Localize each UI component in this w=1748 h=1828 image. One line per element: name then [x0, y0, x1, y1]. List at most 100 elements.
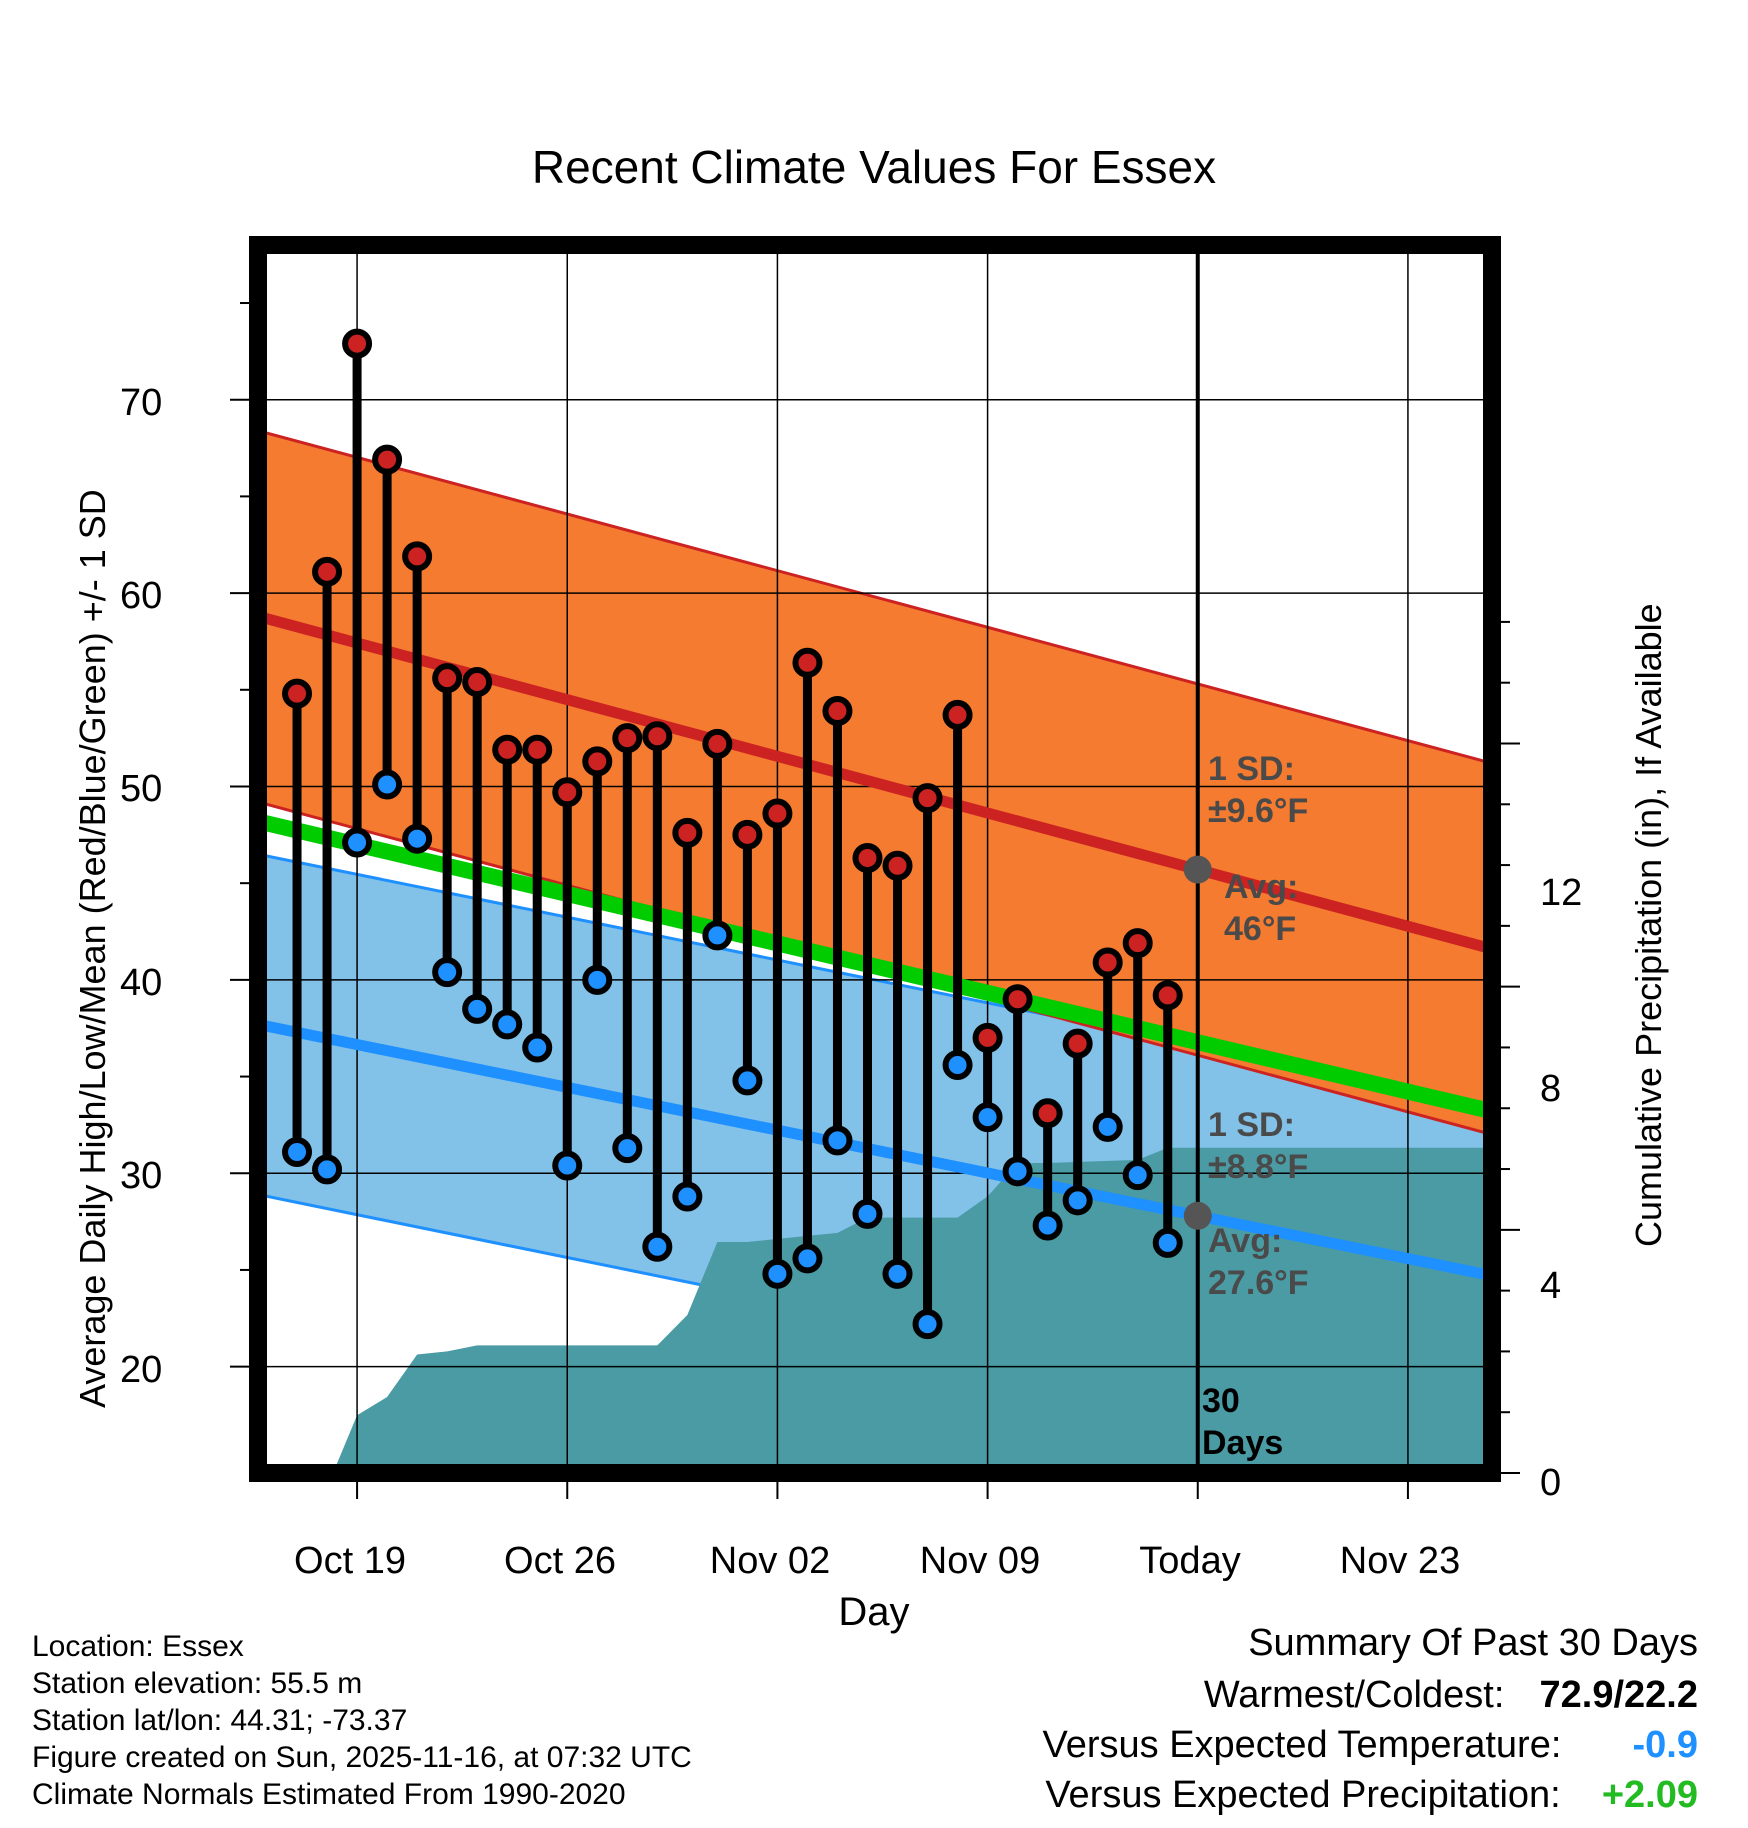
- observed-high-point: [282, 678, 313, 709]
- observed-high-point: [942, 699, 973, 730]
- days-annotation: 30 Days: [1202, 1380, 1283, 1464]
- today-high-avg-marker: [1183, 855, 1212, 884]
- observed-high-point: [432, 663, 463, 694]
- observed-high-point: [972, 1022, 1003, 1053]
- y2-tick-4: 4: [1540, 1265, 1562, 1307]
- summary-precip: Versus Expected Precipitation: +2.09: [1045, 1774, 1698, 1817]
- observed-high-point: [552, 777, 583, 808]
- observed-low-point: [732, 1065, 763, 1096]
- chart-title: Recent Climate Values For Essex: [531, 141, 1217, 193]
- observed-high-point: [822, 696, 853, 727]
- x-tick-nov23: Nov 23: [1339, 1540, 1461, 1582]
- observed-high-point: [1122, 928, 1153, 959]
- today-low-avg-marker: [1183, 1201, 1212, 1230]
- high-sd-line1: 1 SD:: [1208, 750, 1295, 788]
- footer-info: Location: Essex Station elevation: 55.5 …: [32, 1628, 692, 1813]
- y-tick-60: 60: [120, 575, 163, 617]
- y-axis-left-label: Average Daily High/Low/Mean (Red/Blue/Gr…: [72, 489, 113, 1408]
- observed-high-point: [1002, 984, 1033, 1015]
- observed-low-point: [522, 1032, 553, 1063]
- observed-low-point: [492, 1009, 523, 1040]
- x-axis-label: Day: [838, 1590, 910, 1634]
- observed-low-point: [852, 1198, 883, 1229]
- footer-location: Location: Essex: [32, 1630, 244, 1663]
- summary-heading: Summary Of Past 30 Days: [1248, 1622, 1698, 1664]
- x-tick-oct19: Oct 19: [294, 1540, 406, 1582]
- low-avg-line2: 27.6°F: [1208, 1264, 1309, 1302]
- low-sd-line1: 1 SD:: [1208, 1106, 1295, 1144]
- observed-high-point: [1032, 1098, 1063, 1129]
- observed-high-point: [672, 817, 703, 848]
- observed-high-point: [702, 728, 733, 759]
- observed-high-point: [372, 444, 403, 475]
- observed-low-point: [342, 827, 373, 858]
- x-tick-today: Today: [1139, 1540, 1241, 1582]
- footer-created: Figure created on Sun, 2025-11-16, at 07…: [32, 1741, 692, 1774]
- plot-frame: [249, 236, 1501, 1482]
- observed-high-point: [882, 850, 913, 881]
- y-axis-right-label: Cumulative Precipitation (in), If Availa…: [1628, 603, 1669, 1247]
- y-tick-30: 30: [120, 1155, 163, 1197]
- y2-tick-8: 8: [1540, 1068, 1562, 1110]
- y2-tick-12: 12: [1540, 872, 1583, 914]
- summary-precip-label: Versus Expected Precipitation:: [1045, 1774, 1561, 1816]
- observed-low-point: [942, 1049, 973, 1080]
- observed-high-point: [762, 798, 793, 829]
- observed-low-point: [1062, 1185, 1093, 1216]
- low-avg-line1: Avg:: [1208, 1222, 1283, 1260]
- observed-low-point: [372, 769, 403, 800]
- observed-low-point: [762, 1258, 793, 1289]
- observed-high-point: [852, 843, 883, 874]
- observed-low-point: [642, 1231, 673, 1262]
- y-tick-50: 50: [120, 768, 163, 810]
- summary-temp-value: -0.9: [1632, 1724, 1698, 1766]
- observed-high-point: [522, 734, 553, 765]
- summary-warmest-coldest-label: Warmest/Coldest:: [1203, 1674, 1505, 1716]
- normal-mean-line: [258, 813, 1492, 1120]
- observed-low-point: [402, 823, 433, 854]
- normal-high-band-upper-edge: [258, 429, 1492, 765]
- x-tick-nov02: Nov 02: [709, 1540, 831, 1582]
- observed-low-point: [582, 964, 613, 995]
- high-sd-line2: ±9.6°F: [1208, 792, 1309, 830]
- observed-low-point: [462, 993, 493, 1024]
- summary-temp: Versus Expected Temperature: -0.9: [1042, 1724, 1698, 1767]
- summary-precip-value: +2.09: [1601, 1774, 1698, 1816]
- x-tick-nov09: Nov 09: [919, 1540, 1041, 1582]
- summary-temp-label: Versus Expected Temperature:: [1042, 1724, 1562, 1766]
- footer-normals: Climate Normals Estimated From 1990-2020: [32, 1778, 626, 1811]
- summary-warmest-coldest: Warmest/Coldest: 72.9/22.2: [1204, 1674, 1698, 1717]
- observed-low-point: [552, 1150, 583, 1181]
- x-tick-oct26: Oct 26: [504, 1540, 616, 1582]
- observed-high-point: [402, 541, 433, 572]
- observed-high-point: [492, 734, 523, 765]
- observed-low-point: [792, 1243, 823, 1274]
- observed-low-point: [1002, 1156, 1033, 1187]
- y2-tick-0: 0: [1540, 1462, 1562, 1504]
- observed-low-point: [282, 1136, 313, 1167]
- footer-latlon: Station lat/lon: 44.31; -73.37: [32, 1704, 408, 1737]
- observed-high-point: [642, 721, 673, 752]
- observed-low-point: [912, 1309, 943, 1340]
- observed-low-point: [1152, 1227, 1183, 1258]
- high-avg-annotation: Avg: 46°F: [1224, 866, 1298, 950]
- days-line2: Days: [1202, 1424, 1284, 1462]
- observed-high-point: [912, 783, 943, 814]
- normal-high-line: [258, 610, 1492, 955]
- observed-low-point: [1092, 1111, 1123, 1142]
- y-tick-70: 70: [120, 382, 163, 424]
- low-avg-annotation: Avg: 27.6°F: [1208, 1220, 1309, 1304]
- low-sd-annotation: 1 SD: ±8.8°F: [1208, 1104, 1308, 1188]
- observed-low-point: [672, 1181, 703, 1212]
- observed-low-point: [972, 1102, 1003, 1133]
- y-tick-20: 20: [120, 1349, 163, 1391]
- observed-low-point: [702, 920, 733, 951]
- days-line1: 30: [1202, 1382, 1240, 1420]
- observed-high-point: [312, 556, 343, 587]
- observed-high-point: [1152, 980, 1183, 1011]
- observed-high-point: [462, 667, 493, 698]
- observed-low-point: [1032, 1210, 1063, 1241]
- y-tick-40: 40: [120, 962, 163, 1004]
- observed-low-point: [822, 1125, 853, 1156]
